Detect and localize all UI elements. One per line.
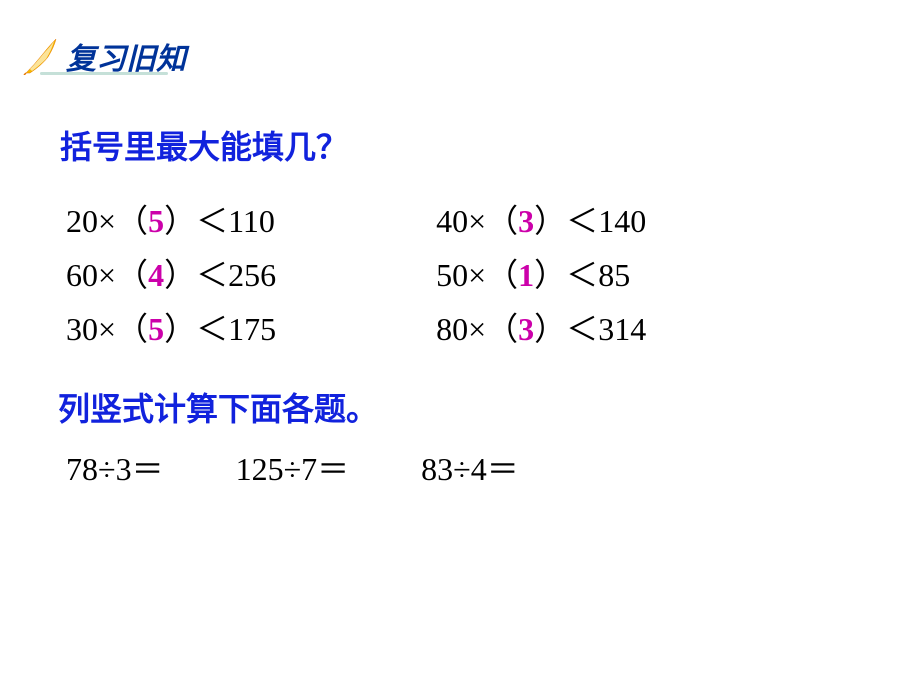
inequality-suffix: 314 bbox=[598, 311, 646, 347]
lt-symbol: ＜ bbox=[566, 203, 598, 239]
inequality-answer: 3 bbox=[518, 203, 534, 239]
question-2-text: 列竖式计算下面各题。 bbox=[58, 384, 378, 430]
inequality-suffix: 175 bbox=[228, 311, 276, 347]
close-paren: ） bbox=[534, 203, 566, 239]
inequality-row: 80×（3）＜314 bbox=[436, 304, 646, 350]
inequality-col-right: 40×（3）＜140 50×（1）＜85 80×（3）＜314 bbox=[436, 196, 646, 350]
division-item: 125÷7＝ bbox=[236, 444, 350, 490]
close-paren: ） bbox=[164, 257, 196, 293]
lt-symbol: ＜ bbox=[566, 311, 598, 347]
inequality-answer: 5 bbox=[148, 311, 164, 347]
inequality-col-left: 20×（5）＜110 60×（4）＜256 30×（5）＜175 bbox=[66, 196, 276, 350]
inequality-prefix: 20 bbox=[66, 203, 98, 239]
mult-symbol: ×（ bbox=[468, 311, 518, 347]
division-item: 78÷3＝ bbox=[66, 444, 164, 490]
inequality-suffix: 256 bbox=[228, 257, 276, 293]
inequality-row: 30×（5）＜175 bbox=[66, 304, 276, 350]
close-paren: ） bbox=[534, 257, 566, 293]
inequality-suffix: 85 bbox=[598, 257, 630, 293]
inequality-answer: 1 bbox=[518, 257, 534, 293]
inequality-suffix: 140 bbox=[598, 203, 646, 239]
quill-icon bbox=[22, 37, 62, 75]
inequality-answer: 3 bbox=[518, 311, 534, 347]
title-underline bbox=[40, 72, 168, 75]
inequality-row: 20×（5）＜110 bbox=[66, 196, 276, 242]
inequality-prefix: 50 bbox=[436, 257, 468, 293]
question-1-text: 括号里最大能填几？ bbox=[60, 122, 348, 168]
division-item: 83÷4＝ bbox=[421, 444, 519, 490]
close-paren: ） bbox=[164, 311, 196, 347]
lt-symbol: ＜ bbox=[196, 203, 228, 239]
inequality-row: 40×（3）＜140 bbox=[436, 196, 646, 242]
lt-symbol: ＜ bbox=[196, 311, 228, 347]
inequality-prefix: 60 bbox=[66, 257, 98, 293]
lt-symbol: ＜ bbox=[566, 257, 598, 293]
mult-symbol: ×（ bbox=[468, 203, 518, 239]
mult-symbol: ×（ bbox=[98, 311, 148, 347]
inequality-answer: 5 bbox=[148, 203, 164, 239]
inequality-answer: 4 bbox=[148, 257, 164, 293]
division-row: 78÷3＝ 125÷7＝ 83÷4＝ bbox=[66, 444, 519, 490]
inequality-prefix: 40 bbox=[436, 203, 468, 239]
inequality-suffix: 110 bbox=[228, 203, 275, 239]
inequality-group: 20×（5）＜110 60×（4）＜256 30×（5）＜175 40×（3）＜… bbox=[66, 196, 646, 350]
mult-symbol: ×（ bbox=[468, 257, 518, 293]
inequality-row: 60×（4）＜256 bbox=[66, 250, 276, 296]
close-paren: ） bbox=[164, 203, 196, 239]
inequality-prefix: 30 bbox=[66, 311, 98, 347]
mult-symbol: ×（ bbox=[98, 203, 148, 239]
inequality-prefix: 80 bbox=[436, 311, 468, 347]
inequality-row: 50×（1）＜85 bbox=[436, 250, 646, 296]
mult-symbol: ×（ bbox=[98, 257, 148, 293]
close-paren: ） bbox=[534, 311, 566, 347]
lt-symbol: ＜ bbox=[196, 257, 228, 293]
